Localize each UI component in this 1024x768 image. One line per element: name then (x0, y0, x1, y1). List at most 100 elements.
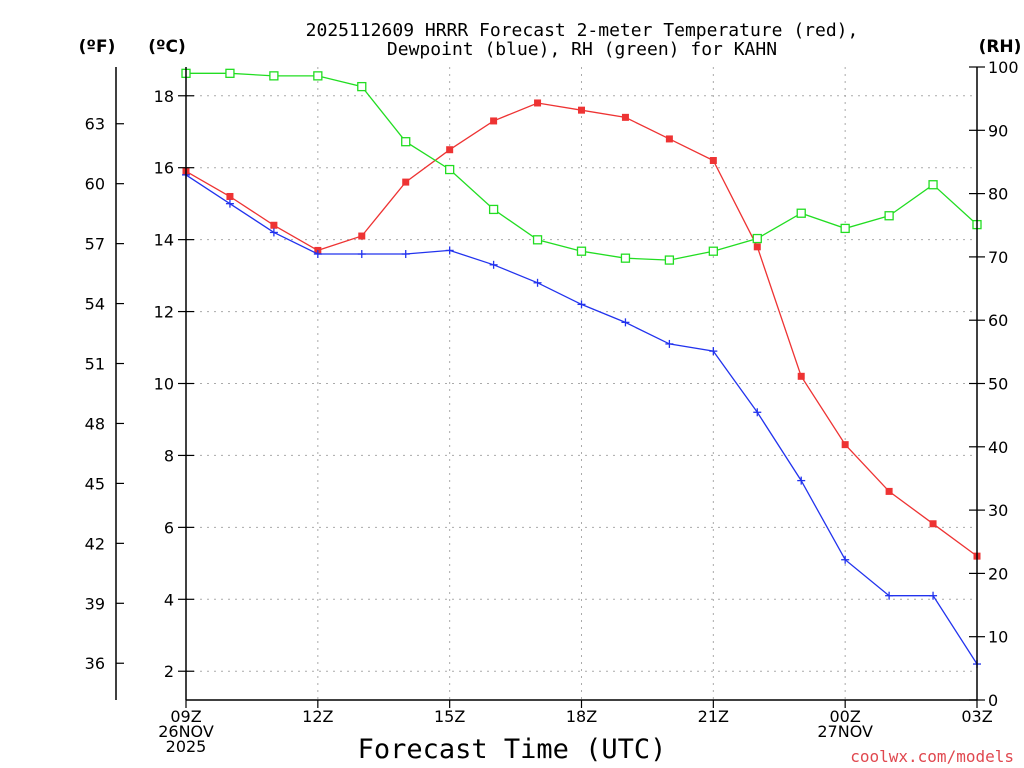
dewpoint-point (225, 199, 234, 208)
dewpoint-point (753, 408, 762, 417)
rh-tick-label: 10 (988, 628, 1008, 647)
x-tick-label: 00Z (830, 707, 861, 726)
rh-tick-label: 20 (988, 564, 1008, 583)
c-tick-label: 12 (154, 303, 174, 322)
credit-text: coolwx.com/models (850, 747, 1014, 766)
rh-point (752, 233, 762, 244)
c-tick-label: 2 (164, 662, 174, 681)
rh-point (884, 211, 894, 221)
dewpoint-point (797, 476, 806, 485)
rh-point (357, 81, 367, 92)
dewpoint-point (709, 347, 718, 356)
c-tick-label: 8 (164, 446, 174, 465)
dewpoint-point (885, 591, 894, 600)
f-tick-label: 63 (85, 115, 105, 134)
x-tick-label: 18Z (566, 707, 597, 726)
rh-point (840, 223, 850, 234)
c-tick-label: 6 (164, 518, 174, 537)
temperature-point (665, 135, 673, 143)
rh-axis-label: (RH) (979, 37, 1022, 57)
x-axis-title: Forecast Time (UTC) (358, 734, 667, 765)
rh-tick-label: 50 (988, 375, 1008, 394)
fahrenheit-axis-label: (ºF) (79, 37, 116, 57)
x-tick-label: 21Z (698, 707, 729, 726)
chart-title-line2: Dewpoint (blue), RH (green) for KAHN (387, 39, 777, 60)
dewpoint-point (533, 278, 542, 287)
f-tick-label: 42 (85, 534, 105, 553)
temperature-point (841, 441, 849, 449)
f-tick-label: 60 (85, 175, 105, 194)
rh-tick-label: 0 (988, 691, 998, 710)
rh-tick-label: 40 (988, 438, 1008, 457)
x-tick-label: 26NOV (158, 722, 214, 741)
temperature-point (885, 487, 893, 495)
c-tick-label: 4 (164, 590, 174, 609)
temperature-point (226, 192, 234, 200)
rh-point (620, 253, 631, 263)
temperature-point (797, 372, 805, 380)
celsius-axis-label: (ºC) (148, 37, 186, 57)
x-tick-label: 15Z (434, 707, 465, 726)
rh-point (708, 246, 718, 256)
dewpoint-point (841, 555, 850, 564)
dewpoint-point (357, 250, 366, 259)
rh-point (269, 71, 279, 81)
temperature-point (490, 117, 498, 125)
chart-title-line1: 2025112609 HRRR Forecast 2-meter Tempera… (306, 20, 859, 41)
c-tick-label: 14 (154, 231, 174, 250)
x-tick-label: 27NOV (817, 722, 873, 741)
rh-point (313, 71, 323, 81)
dewpoint-point (577, 300, 586, 309)
rh-tick-label: 80 (988, 185, 1008, 204)
temperature-point (534, 99, 542, 107)
temperature-point (929, 520, 937, 528)
x-tick-label: 09Z (170, 707, 201, 726)
temperature-point (446, 146, 454, 154)
rh-tick-label: 100 (988, 58, 1019, 77)
c-tick-label: 10 (154, 375, 174, 394)
x-tick-label: 12Z (302, 707, 333, 726)
rh-tick-label: 70 (988, 248, 1008, 267)
rh-point (488, 204, 499, 215)
temperature-point (358, 232, 366, 240)
f-tick-label: 39 (85, 594, 105, 613)
rh-point (225, 68, 235, 78)
dewpoint-point (489, 260, 498, 269)
rh-tick-label: 90 (988, 121, 1008, 140)
f-tick-label: 57 (85, 235, 105, 254)
gridlines (186, 67, 977, 700)
temperature-point (709, 157, 717, 165)
rh-point (928, 180, 938, 190)
dewpoint-point (269, 228, 278, 237)
x-tick-label: 03Z (961, 707, 992, 726)
f-tick-label: 45 (85, 474, 105, 493)
x-tick-label: 2025 (166, 737, 207, 756)
dewpoint-point (445, 246, 454, 255)
rh-tick-label: 30 (988, 501, 1008, 520)
temperature-point (402, 178, 410, 186)
rh-point (796, 208, 806, 218)
f-tick-label: 54 (85, 295, 105, 314)
dewpoint-point (929, 591, 938, 600)
rh-point (664, 255, 675, 265)
f-tick-label: 48 (85, 414, 105, 433)
dewpoint-point (621, 318, 630, 327)
rh-point (532, 235, 543, 245)
temperature-point (753, 243, 761, 251)
dewpoint-point (665, 339, 674, 348)
f-tick-label: 51 (85, 355, 105, 374)
f-tick-label: 36 (85, 654, 105, 673)
dewpoint-point (401, 250, 410, 259)
rh-point (576, 246, 587, 256)
temperature-point (578, 106, 585, 114)
c-tick-label: 16 (154, 159, 174, 178)
temperature-point (621, 113, 629, 121)
dewpoint-point (313, 250, 322, 259)
c-tick-label: 18 (154, 87, 174, 106)
rh-point (445, 164, 455, 175)
rh-tick-label: 60 (988, 311, 1008, 330)
rh-point (401, 137, 411, 147)
temperature-point (270, 221, 278, 229)
